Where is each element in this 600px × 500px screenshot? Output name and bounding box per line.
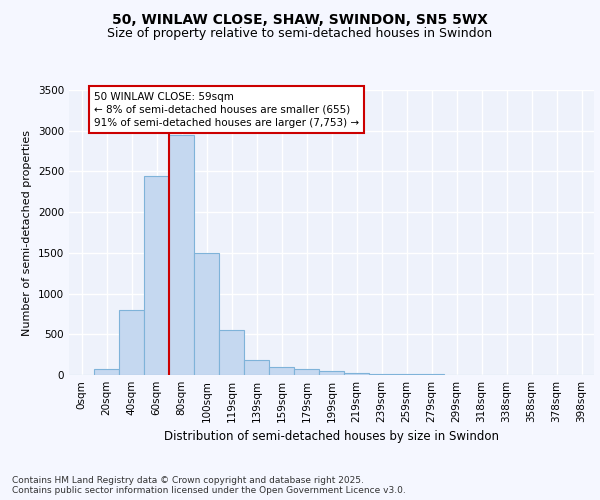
Text: Size of property relative to semi-detached houses in Swindon: Size of property relative to semi-detach… [107,28,493,40]
Bar [194,253,219,375]
Y-axis label: Number of semi-detached properties: Number of semi-detached properties [22,130,32,336]
Text: Contains HM Land Registry data © Crown copyright and database right 2025.
Contai: Contains HM Land Registry data © Crown c… [12,476,406,495]
Bar [419,374,444,375]
Bar [344,373,369,375]
Bar [144,176,169,375]
Bar [219,330,244,375]
Bar [269,367,294,375]
Text: 50, WINLAW CLOSE, SHAW, SWINDON, SN5 5WX: 50, WINLAW CLOSE, SHAW, SWINDON, SN5 5WX [112,12,488,26]
Bar [244,360,269,375]
X-axis label: Distribution of semi-detached houses by size in Swindon: Distribution of semi-detached houses by … [164,430,499,444]
Bar [369,374,394,375]
Bar [169,135,194,375]
Bar [94,369,119,375]
Bar [294,369,319,375]
Text: 50 WINLAW CLOSE: 59sqm
← 8% of semi-detached houses are smaller (655)
91% of sem: 50 WINLAW CLOSE: 59sqm ← 8% of semi-deta… [94,92,359,128]
Bar [319,371,344,375]
Bar [394,374,419,375]
Bar [119,310,144,375]
